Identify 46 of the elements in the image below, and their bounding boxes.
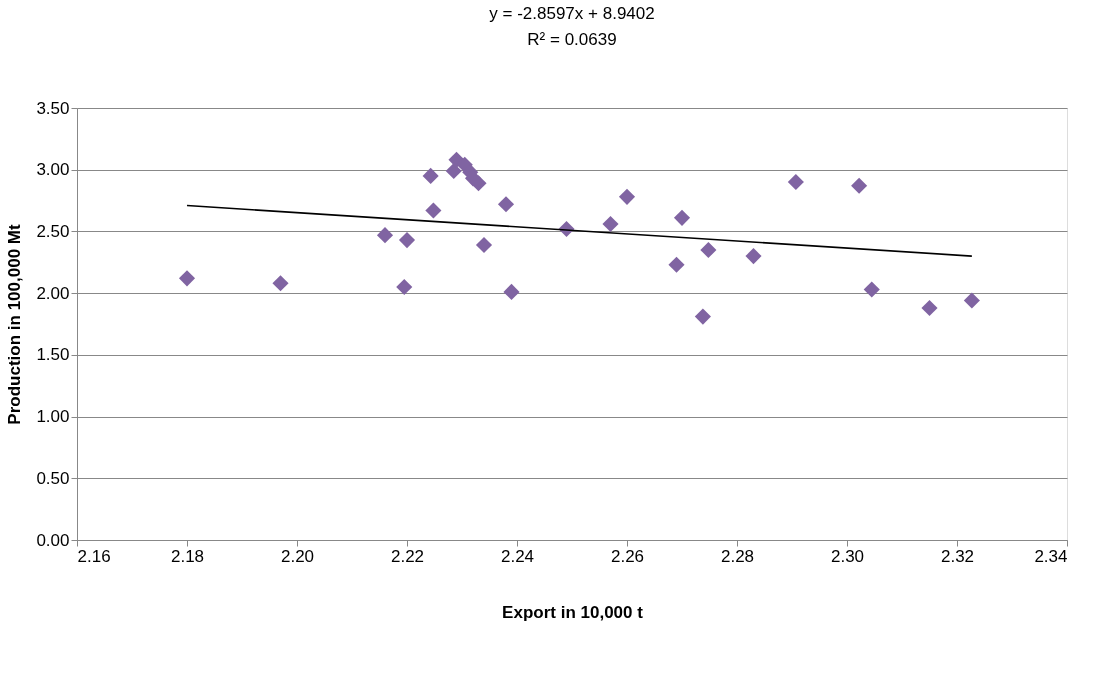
point <box>475 236 493 254</box>
text: R² = 0.0639 <box>527 30 617 49</box>
point <box>376 227 394 244</box>
y-tick-label: 0.50 <box>36 468 70 488</box>
x-tick-label: 2.32 <box>940 546 975 566</box>
x-tick-label: 2.20 <box>280 546 315 566</box>
point <box>445 162 462 180</box>
y-axis-title: Production in 100,000 Mt <box>5 224 25 425</box>
point <box>602 215 619 233</box>
y-tick-label: 3.50 <box>36 98 70 118</box>
point <box>851 177 868 194</box>
point <box>700 241 717 258</box>
point <box>963 292 980 309</box>
point <box>398 232 416 249</box>
y-tick-label: 1.50 <box>36 345 70 365</box>
y-tick-label: 0.00 <box>36 530 70 550</box>
y-tick-label: 1.00 <box>36 407 70 427</box>
point <box>425 202 442 219</box>
point <box>618 188 636 205</box>
point <box>470 175 487 192</box>
point <box>503 283 520 300</box>
y-tick-label: 2.50 <box>36 221 70 241</box>
point <box>396 278 413 296</box>
y-tick-label: 3.00 <box>36 160 70 180</box>
point <box>668 256 685 273</box>
point <box>863 281 880 298</box>
x-tick-label: 2.16 <box>77 546 111 566</box>
x-tick-label: 2.18 <box>170 546 205 566</box>
x-tick-label: 2.22 <box>390 546 425 566</box>
point <box>694 308 711 325</box>
point <box>272 275 289 292</box>
point <box>745 248 762 265</box>
y-tick-label: 2.00 <box>36 283 70 303</box>
point <box>497 196 515 213</box>
point <box>921 299 938 317</box>
x-tick-label: 2.26 <box>610 546 645 566</box>
x-tick-label: 2.34 <box>1034 546 1068 566</box>
x-axis-title: Export in 10,000 t <box>502 602 644 622</box>
x-tick-label: 2.28 <box>720 546 755 566</box>
point <box>787 174 804 191</box>
x-tick-label: 2.30 <box>830 546 865 566</box>
x-tick-label: 2.24 <box>500 546 535 566</box>
point <box>422 167 439 184</box>
point <box>673 209 691 226</box>
text: y = -2.8597x + 8.9402 <box>489 4 655 23</box>
point <box>178 270 196 287</box>
